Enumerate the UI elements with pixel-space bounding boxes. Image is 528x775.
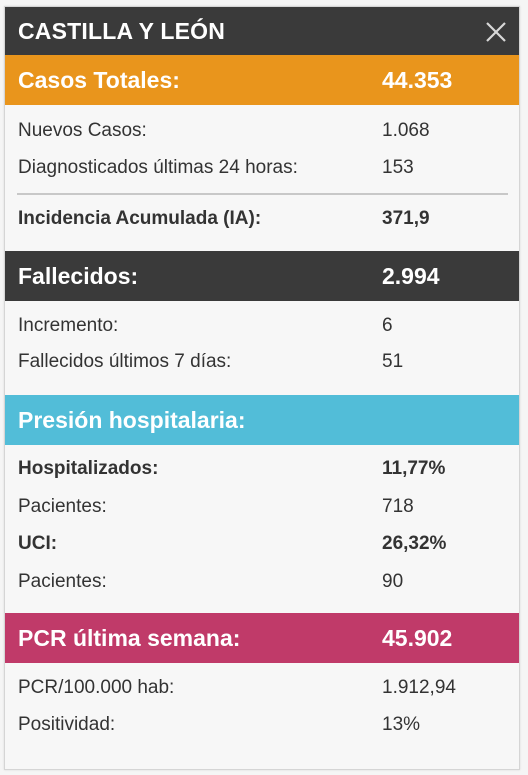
pcr-100000-row: PCR/100.000 hab: 1.912,94 (5, 674, 519, 704)
row-value: 13% (382, 714, 421, 735)
region-title: CASTILLA Y LEÓN (18, 18, 226, 44)
presion-hospitalaria-band: Presión hospitalaria: (5, 395, 519, 445)
incremento-row: Incremento: 6 (5, 312, 519, 342)
incidencia-row: Incidencia Acumulada (IA): 371,9 (5, 205, 519, 235)
row-label: Nuevos Casos: (18, 120, 147, 141)
row-label: Pacientes: (18, 496, 107, 517)
fallecidos-label: Fallecidos: (18, 263, 139, 289)
row-label: UCI: (18, 533, 58, 554)
row-value: 718 (382, 496, 414, 517)
pacientes-hosp-row: Pacientes: 718 (5, 493, 519, 523)
panel-header: CASTILLA Y LEÓN (5, 7, 519, 55)
row-value: 90 (382, 571, 404, 592)
row-label: Hospitalizados: (18, 458, 159, 479)
row-value: 11,77% (382, 458, 446, 479)
row-value: 6 (382, 315, 393, 336)
row-label: Positividad: (18, 714, 116, 735)
close-icon[interactable] (483, 19, 509, 45)
row-label: Incremento: (18, 315, 119, 336)
presion-hospitalaria-label: Presión hospitalaria: (18, 407, 246, 433)
row-label: Incidencia Acumulada (IA): (18, 208, 262, 229)
casos-totales-value: 44.353 (382, 67, 453, 93)
hospitalizados-row: Hospitalizados: 11,77% (5, 455, 519, 485)
row-value: 51 (382, 351, 404, 372)
positividad-row: Positividad: 13% (5, 711, 519, 741)
casos-totales-label: Casos Totales: (18, 67, 180, 93)
fallecidos-7-dias-row: Fallecidos últimos 7 días: 51 (5, 348, 519, 378)
fallecidos-band: Fallecidos: 2.994 (5, 251, 519, 301)
casos-totales-band: Casos Totales: 44.353 (5, 55, 519, 105)
region-info-panel: CASTILLA Y LEÓN Casos Totales: 44.353 Nu… (4, 6, 520, 770)
row-value: 371,9 (382, 208, 430, 229)
row-label: Fallecidos últimos 7 días: (18, 351, 232, 372)
pcr-value: 45.902 (382, 625, 453, 651)
divider (17, 193, 508, 195)
row-value: 153 (382, 157, 414, 178)
uci-row: UCI: 26,32% (5, 530, 519, 560)
pacientes-uci-row: Pacientes: 90 (5, 568, 519, 598)
row-label: Diagnosticados últimas 24 horas: (18, 157, 298, 178)
nuevos-casos-row: Nuevos Casos: 1.068 (5, 117, 519, 147)
fallecidos-value: 2.994 (382, 263, 440, 289)
row-value: 1.068 (382, 120, 430, 141)
pcr-band: PCR última semana: 45.902 (5, 613, 519, 663)
row-value: 1.912,94 (382, 677, 456, 698)
row-label: PCR/100.000 hab: (18, 677, 175, 698)
pcr-label: PCR última semana: (18, 625, 241, 651)
diagnosticados-row: Diagnosticados últimas 24 horas: 153 (5, 154, 519, 184)
row-value: 26,32% (382, 533, 447, 554)
row-label: Pacientes: (18, 571, 107, 592)
